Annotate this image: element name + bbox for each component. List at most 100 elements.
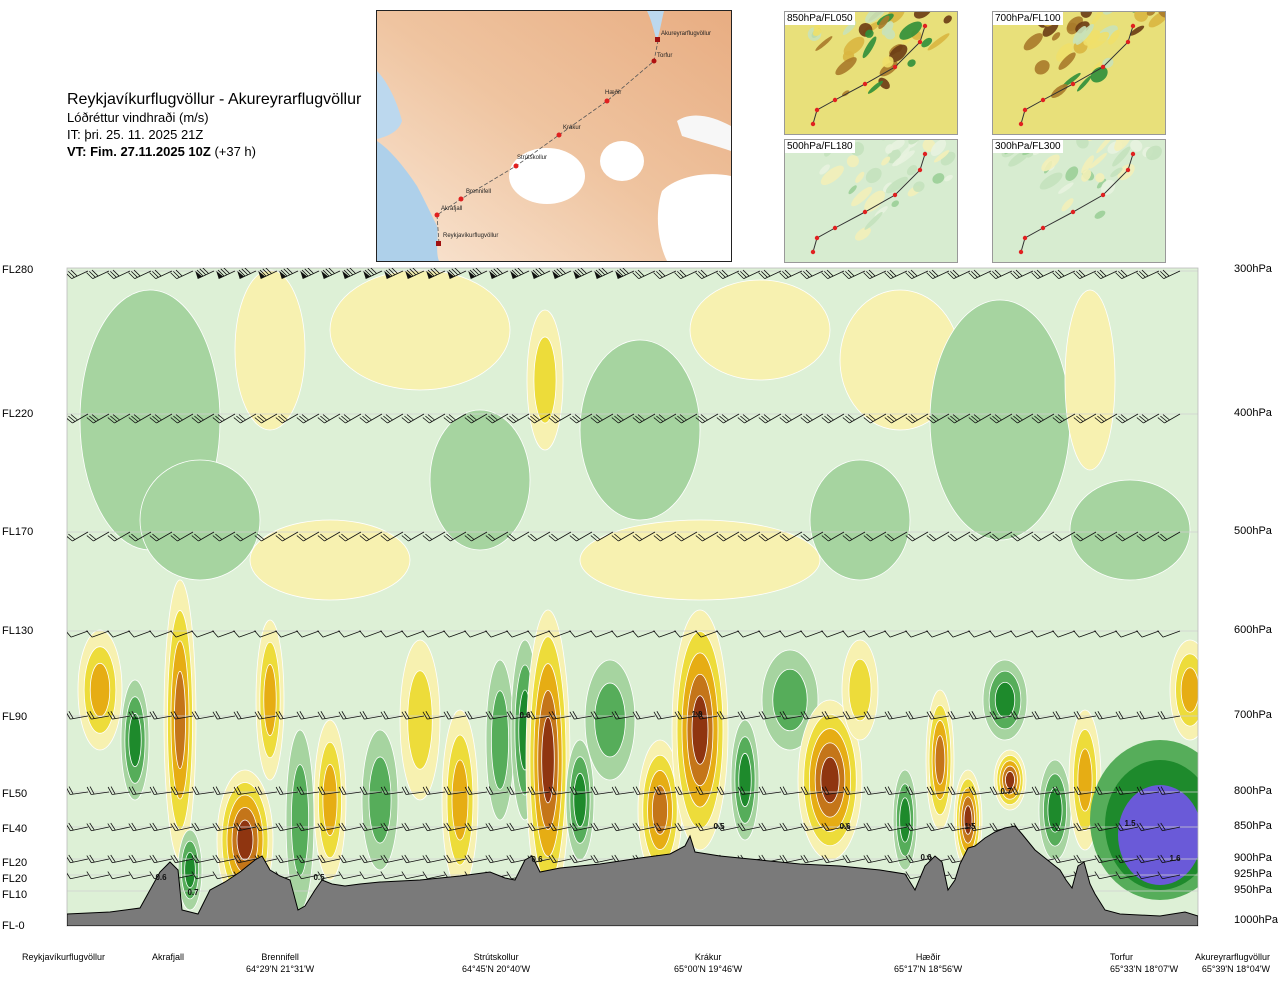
wind-barb-6 bbox=[359, 822, 383, 832]
wind-barb-1 bbox=[1157, 413, 1181, 424]
field-upper-10-band bbox=[249, 519, 411, 601]
wind-barb-5 bbox=[1157, 786, 1181, 795]
wind-barb-3 bbox=[67, 630, 68, 638]
wind-barb-1 bbox=[485, 413, 509, 424]
minimap-1-cell bbox=[1056, 43, 1073, 62]
wind-barb-7 bbox=[422, 854, 446, 864]
wind-barb-2 bbox=[380, 531, 404, 542]
location-haedir-coord: 65°17'N 18°56'W bbox=[894, 964, 963, 974]
wind-barb-3 bbox=[338, 630, 362, 638]
wind-barb-0 bbox=[363, 268, 383, 279]
wind-barb-7 bbox=[149, 854, 173, 864]
wind-barb-5 bbox=[821, 786, 845, 795]
minimap-3-cell bbox=[1058, 182, 1074, 194]
minimap-1-point bbox=[1130, 23, 1136, 29]
minimap-3-cell bbox=[1081, 155, 1094, 174]
wind-barb-5 bbox=[653, 786, 677, 795]
wind-barb-4 bbox=[254, 711, 278, 720]
wind-barb-1 bbox=[422, 413, 446, 424]
hpa-label-5: 800hPa bbox=[1234, 785, 1272, 797]
minimap-1-cell bbox=[1023, 33, 1043, 51]
field-lower-18 bbox=[730, 719, 760, 841]
wind-barb-8 bbox=[1136, 871, 1160, 880]
wind-barb-6 bbox=[737, 822, 761, 832]
wind-barb-2 bbox=[884, 531, 908, 542]
fl-label-2: FL170 bbox=[2, 526, 34, 538]
minimap-1-cell bbox=[1062, 72, 1081, 88]
minimap-1-cell bbox=[1087, 31, 1110, 50]
wind-barb-6 bbox=[67, 822, 89, 832]
minimap-0-point bbox=[892, 64, 898, 70]
wind-barb-2 bbox=[359, 531, 383, 542]
wind-barb-6 bbox=[968, 822, 992, 832]
wind-barb-3 bbox=[1052, 630, 1076, 638]
fl-label-10: FL-0 bbox=[2, 920, 25, 932]
minimap-700-svg bbox=[993, 12, 1165, 134]
minimap-3-cell bbox=[1110, 167, 1123, 178]
wind-barb-4 bbox=[464, 711, 488, 720]
minimap-2-cell bbox=[855, 227, 871, 241]
wind-barb-4 bbox=[67, 715, 68, 720]
wind-barb-4 bbox=[527, 711, 551, 720]
field-upper-5-band bbox=[689, 279, 831, 381]
minimap-0-cell bbox=[865, 29, 874, 38]
hpa-label-2: 500hPa bbox=[1234, 525, 1272, 537]
wind-barb-2 bbox=[170, 531, 194, 542]
minimap-0-cell bbox=[888, 44, 908, 63]
field-lower-22 bbox=[892, 769, 918, 871]
wind-barb-1 bbox=[1136, 413, 1160, 424]
minimap-2-cell bbox=[913, 181, 925, 192]
wind-barb-2 bbox=[443, 531, 467, 542]
wind-barb-7 bbox=[380, 854, 404, 864]
wind-barb-1 bbox=[1052, 413, 1076, 424]
minimap-700[interactable]: 700hPa/FL100 bbox=[992, 11, 1166, 135]
wind-barb-1 bbox=[401, 413, 425, 424]
minimap-0-point bbox=[832, 97, 838, 103]
wind-barb-3 bbox=[86, 630, 110, 638]
value-label-6: 0.5 bbox=[713, 822, 725, 831]
wind-barb-2 bbox=[674, 531, 698, 542]
wind-barb-4 bbox=[842, 711, 866, 720]
minimap-1-point bbox=[1125, 39, 1131, 45]
wind-barb-0 bbox=[107, 269, 131, 279]
hpa-label-6: 850hPa bbox=[1234, 820, 1272, 832]
wind-barb-1 bbox=[67, 413, 89, 424]
wind-barb-4 bbox=[863, 711, 887, 720]
valid-time-bold: VT: Fim. 27.11.2025 10Z bbox=[67, 144, 211, 159]
route-map: Akureyrarflugvöllur Torfur Hæðir Krákur … bbox=[376, 10, 732, 262]
wind-barb-5 bbox=[464, 786, 488, 795]
minimap-1-cell bbox=[1129, 25, 1145, 36]
wind-barb-3 bbox=[233, 630, 257, 638]
minimap-500[interactable]: 500hPa/FL180 bbox=[784, 139, 958, 263]
minimap-850[interactable]: 850hPa/FL050 bbox=[784, 11, 958, 135]
minimap-3-cell bbox=[1130, 140, 1143, 152]
minimap-2-cell bbox=[848, 185, 857, 195]
map-label-torfur: Torfur bbox=[657, 53, 672, 59]
wind-barb-5 bbox=[695, 786, 719, 795]
map-label-krakur: Krákur bbox=[563, 125, 581, 131]
wind-barb-2 bbox=[1031, 531, 1055, 542]
wind-barb-3 bbox=[863, 630, 887, 638]
location-krakur-name: Krákur bbox=[694, 952, 722, 962]
wind-barb-0 bbox=[128, 269, 152, 279]
minimap-2-point bbox=[892, 192, 898, 198]
wind-barb-5 bbox=[1052, 786, 1076, 795]
wind-barb-2 bbox=[485, 531, 509, 542]
minimap-2-cell bbox=[865, 167, 882, 184]
wind-barb-5 bbox=[233, 786, 257, 795]
wind-barb-7 bbox=[1115, 854, 1139, 864]
wind-barb-2 bbox=[233, 531, 257, 542]
wind-barb-8 bbox=[338, 871, 362, 880]
wind-barb-5 bbox=[296, 786, 320, 795]
fl-label-9: FL10 bbox=[2, 889, 28, 901]
wind-barb-6 bbox=[67, 826, 68, 832]
wind-barb-1 bbox=[863, 413, 887, 424]
wind-barb-2 bbox=[422, 531, 446, 542]
minimap-300[interactable]: 300hPa/FL300 bbox=[992, 139, 1166, 263]
field-lower-2-band bbox=[174, 670, 186, 770]
wind-barb-5 bbox=[842, 786, 866, 795]
wind-barb-7 bbox=[317, 854, 341, 864]
wind-barb-1 bbox=[296, 413, 320, 424]
wind-barb-0 bbox=[531, 268, 551, 279]
